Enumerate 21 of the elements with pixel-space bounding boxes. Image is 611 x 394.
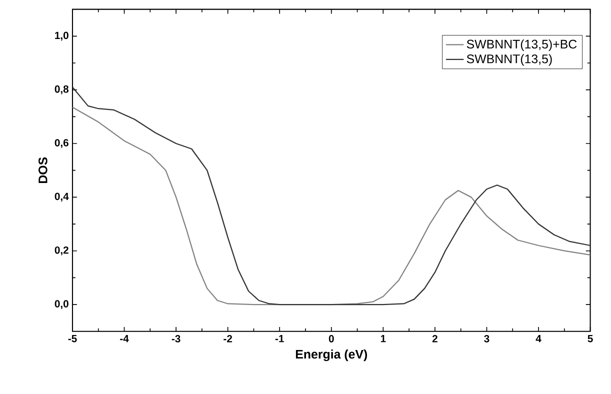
x-tick-label: -4 xyxy=(120,335,129,342)
y-tick-label: 0,0 xyxy=(54,300,68,310)
legend-label: SWBNNT(13,5)+BC xyxy=(466,40,577,52)
y-tick-label: 0,6 xyxy=(54,139,68,148)
x-tick-label: 0 xyxy=(328,335,334,343)
x-tick-label: -5 xyxy=(68,335,77,342)
x-tick-label: 3 xyxy=(484,335,490,343)
x-tick-label: -3 xyxy=(172,335,180,343)
y-axis-title: DOS xyxy=(38,158,48,184)
y-tick-label: 0,2 xyxy=(54,246,68,256)
x-axis-title: Energia (eV) xyxy=(296,350,368,362)
y-tick-label: 1,0 xyxy=(55,32,68,41)
x-tick-label: -1 xyxy=(275,335,284,342)
x-tick-label: 5 xyxy=(588,335,593,342)
x-tick-label: 4 xyxy=(536,335,542,342)
x-tick-label: -2 xyxy=(224,335,232,343)
y-tick-label: 0,8 xyxy=(54,86,69,94)
x-tick-label: 1 xyxy=(380,335,386,342)
legend-label: SWBNNT(13,5) xyxy=(466,54,552,66)
x-tick-label: 2 xyxy=(432,335,438,343)
y-tick-label: 0,4 xyxy=(54,193,69,202)
